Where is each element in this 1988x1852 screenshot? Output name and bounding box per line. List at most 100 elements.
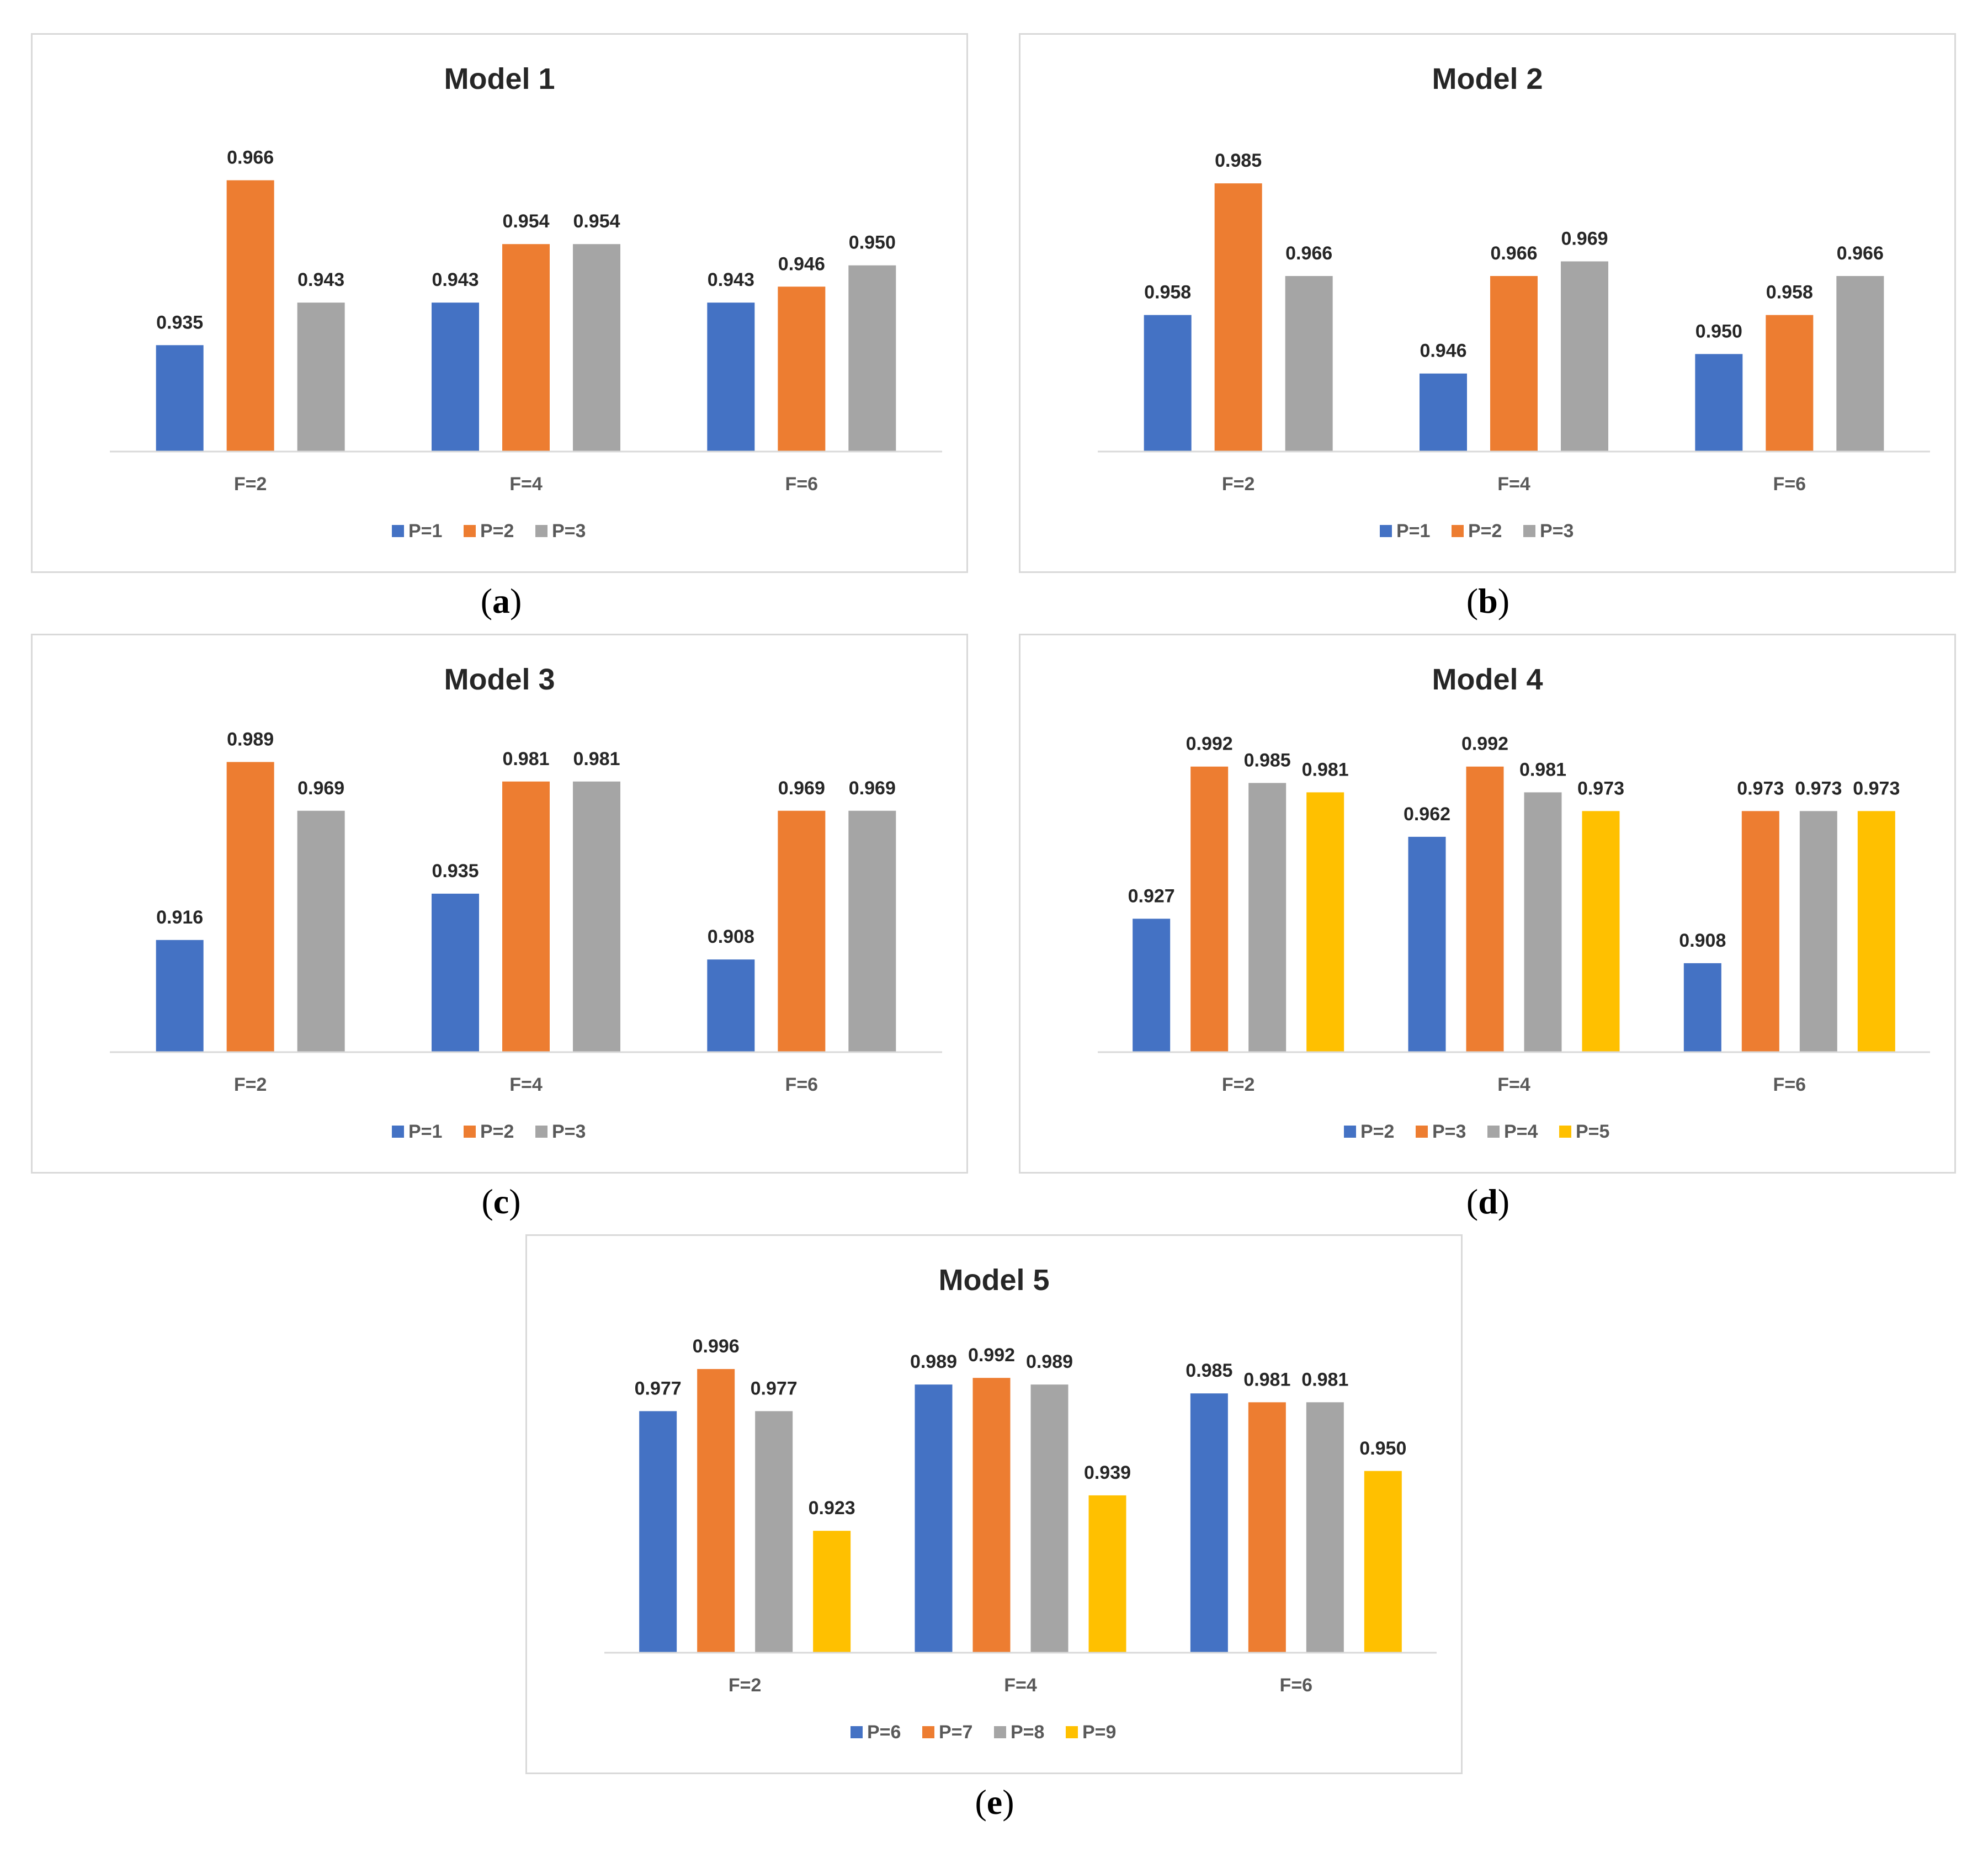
- caption-d: (d): [1466, 1182, 1510, 1221]
- category-label-f-6: F=6: [785, 474, 818, 495]
- category-label-f-2: F=2: [1222, 1074, 1255, 1095]
- bar-p-2-f-4: [502, 781, 550, 1052]
- caption-b: (b): [1466, 581, 1510, 620]
- bar-p-4-f-4: [1524, 792, 1562, 1052]
- data-label: 0.966: [1285, 243, 1332, 264]
- data-label: 0.992: [1461, 734, 1508, 755]
- legend-swatch-p-1: [392, 1126, 404, 1138]
- legend-label-p-9: P=9: [1082, 1722, 1116, 1743]
- legend-label-p-4: P=4: [1504, 1121, 1538, 1142]
- bar-p-3-f-6: [1836, 276, 1884, 452]
- data-label: 0.985: [1215, 150, 1262, 171]
- legend-label-p-3: P=3: [552, 521, 586, 542]
- chart-title: Model 2: [1432, 62, 1543, 95]
- data-label: 0.977: [751, 1378, 798, 1399]
- chart-svg: Model 1 0.935 0.966 0.943 F=2 0.943 0.954 0.954…: [110, 62, 942, 542]
- legend-label-p-1: P=1: [1396, 521, 1430, 542]
- bar-p-9-f-4: [1088, 1495, 1126, 1653]
- data-label: 0.950: [1359, 1438, 1406, 1459]
- bar-p-3-f-4: [573, 781, 620, 1052]
- data-label: 0.969: [849, 778, 896, 799]
- data-label: 0.981: [1302, 759, 1349, 780]
- legend-swatch-p-7: [922, 1726, 934, 1738]
- data-label: 0.908: [708, 926, 754, 947]
- legend-label-p-1: P=1: [408, 521, 442, 542]
- data-label: 0.954: [502, 211, 549, 232]
- data-label: 0.950: [1695, 321, 1742, 342]
- data-label: 0.935: [432, 861, 479, 882]
- bar-p-1-f-2: [1144, 315, 1192, 452]
- data-label: 0.923: [809, 1498, 855, 1519]
- legend-swatch-p-8: [994, 1726, 1006, 1738]
- bar-p-3-f-2: [1285, 276, 1333, 452]
- category-label-f-2: F=2: [729, 1675, 762, 1696]
- bar-p-6-f-4: [915, 1384, 953, 1653]
- bar-p-1-f-2: [156, 345, 204, 452]
- legend-label-p-7: P=7: [939, 1722, 972, 1743]
- bar-p-2-f-2: [1133, 919, 1171, 1052]
- chart-panel-model-3: Model 3 0.916 0.989 0.969 F=2 0.935 0.981 0.981…: [31, 634, 968, 1174]
- bar-p-2-f-6: [778, 810, 826, 1052]
- bar-p-3-f-2: [1190, 766, 1229, 1052]
- data-label: 0.946: [1420, 341, 1466, 362]
- bar-p-2-f-2: [226, 762, 274, 1052]
- data-label: 0.996: [693, 1336, 740, 1357]
- bar-p-2-f-6: [1683, 963, 1721, 1052]
- legend-swatch-p-2: [1452, 525, 1464, 537]
- chart-title: Model 5: [938, 1264, 1049, 1297]
- category-label-f-6: F=6: [1773, 474, 1806, 495]
- bar-p-3-f-2: [297, 810, 345, 1052]
- data-label: 0.973: [1577, 778, 1624, 799]
- data-label: 0.973: [1737, 778, 1784, 799]
- legend-label-p-3: P=3: [1432, 1121, 1466, 1142]
- chart-title: Model 4: [1432, 663, 1543, 696]
- category-label-f-2: F=2: [234, 1074, 267, 1095]
- data-label: 0.981: [1519, 759, 1566, 780]
- caption-c: (c): [481, 1182, 521, 1221]
- bar-p-1-f-6: [707, 959, 755, 1052]
- data-label: 0.943: [708, 269, 754, 290]
- chart-title: Model 1: [444, 62, 555, 95]
- bar-p-1-f-6: [1695, 354, 1743, 452]
- legend-label-p-1: P=1: [408, 1121, 442, 1142]
- bar-p-3-f-6: [1741, 811, 1779, 1052]
- bar-p-7-f-6: [1248, 1402, 1286, 1653]
- data-label: 0.977: [635, 1378, 682, 1399]
- bar-p-6-f-6: [1190, 1393, 1228, 1653]
- chart-svg: Model 4 0.927 0.992 0.985 0.981 F=2 0.962 0.992…: [1098, 663, 1930, 1142]
- category-label-f-6: F=6: [1280, 1675, 1313, 1696]
- data-label: 0.981: [1301, 1369, 1348, 1390]
- data-label: 0.958: [1144, 282, 1191, 303]
- bar-p-7-f-2: [697, 1369, 735, 1653]
- chart-svg: Model 3 0.916 0.989 0.969 F=2 0.935 0.981 0.981…: [110, 663, 942, 1142]
- category-label-f-4: F=4: [1004, 1675, 1037, 1696]
- caption-e: (e): [975, 1782, 1014, 1822]
- category-label-f-6: F=6: [785, 1074, 818, 1095]
- category-label-f-4: F=4: [509, 474, 543, 495]
- bar-p-5-f-4: [1582, 811, 1620, 1052]
- bar-p-5-f-2: [1306, 792, 1344, 1052]
- legend-swatch-p-3: [535, 525, 548, 537]
- legend-label-p-3: P=3: [552, 1121, 586, 1142]
- bar-p-1-f-4: [432, 303, 479, 452]
- data-label: 0.981: [1243, 1369, 1290, 1390]
- legend-swatch-p-3: [1416, 1126, 1428, 1138]
- data-label: 0.989: [227, 729, 274, 750]
- bar-p-2-f-4: [1408, 836, 1446, 1052]
- bar-p-5-f-6: [1857, 811, 1895, 1052]
- data-label: 0.989: [1026, 1351, 1073, 1372]
- bar-p-2-f-2: [1214, 183, 1262, 452]
- legend-swatch-p-3: [535, 1126, 548, 1138]
- data-label: 0.958: [1766, 282, 1813, 303]
- legend-label-p-2: P=2: [480, 1121, 514, 1142]
- legend-swatch-p-3: [1523, 525, 1535, 537]
- bar-p-2-f-2: [226, 180, 274, 452]
- data-label: 0.973: [1853, 778, 1900, 799]
- chart-panel-model-5: Model 5 0.977 0.996 0.977 0.923 F=2 0.989 0.992…: [525, 1234, 1463, 1774]
- data-label: 0.966: [1490, 243, 1537, 264]
- legend-label-p-8: P=8: [1011, 1722, 1044, 1743]
- legend-label-p-2: P=2: [1468, 521, 1502, 542]
- category-label-f-2: F=2: [1222, 474, 1255, 495]
- data-label: 0.927: [1128, 885, 1175, 906]
- bar-p-7-f-4: [972, 1378, 1011, 1653]
